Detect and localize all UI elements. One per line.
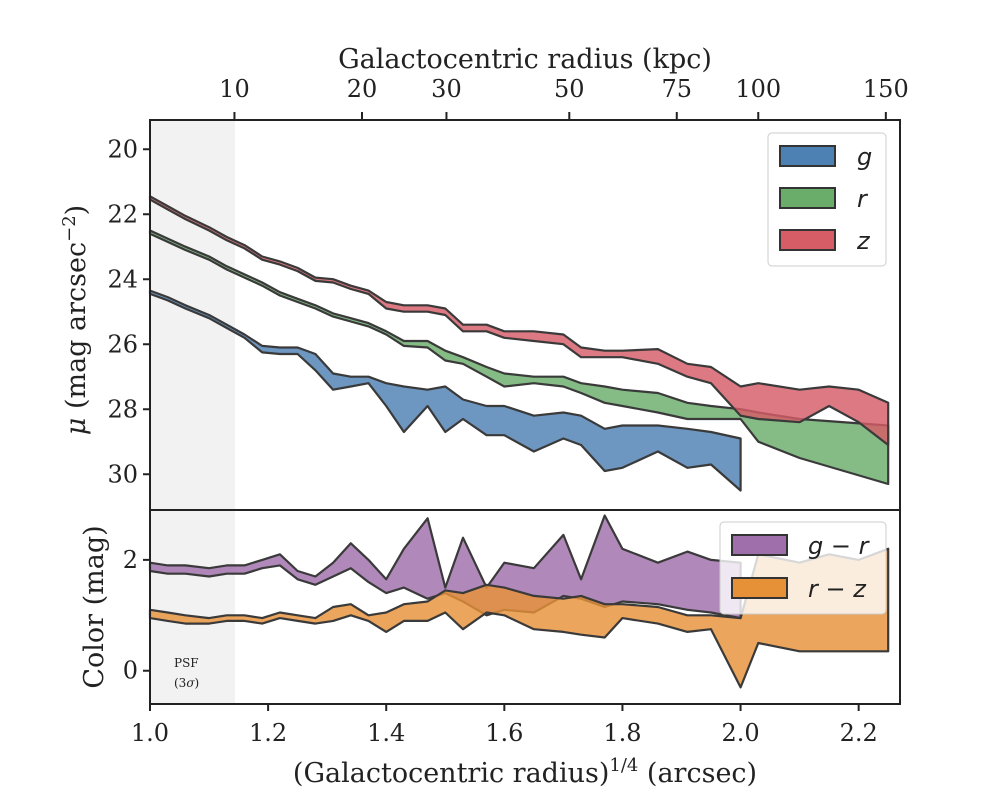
top-bands — [148, 195, 890, 492]
psf-note-close: ) — [195, 676, 200, 690]
legend-label-z: z — [856, 227, 871, 255]
bottom-x-tick-label: 1.4 — [367, 719, 405, 747]
xlabel-superscript: 1/4 — [609, 755, 638, 776]
bottom-x-tick-label: 1.2 — [249, 719, 287, 747]
ylabel-unit: (mag arcsec — [61, 242, 92, 418]
legend-swatch-g-r — [731, 534, 788, 556]
bottom-y-tick-label: 0 — [123, 657, 138, 685]
bottom-x-axis-label: (Galactocentric radius)1/4 (arcsec) — [293, 755, 757, 789]
legend-g-r-b: r — [859, 532, 871, 560]
legend-swatch-g — [779, 145, 836, 167]
top-y-ticks: 20 22 24 26 28 30 — [107, 135, 150, 488]
legend-swatch-z — [779, 229, 836, 251]
legend-label-r: r — [857, 185, 869, 213]
legend-swatch-r — [779, 187, 836, 209]
top-y-tick-label: 26 — [107, 330, 138, 358]
mu-symbol: μ — [61, 418, 92, 436]
xlabel-main: (Galactocentric radius) — [293, 758, 609, 789]
ylabel-close: ) — [61, 205, 92, 216]
legend-swatch-r-z — [731, 577, 788, 599]
series-g-band — [148, 289, 742, 492]
bottom-plot-frame — [149, 509, 901, 705]
top-axis-label: Galactocentric radius (kpc) — [338, 44, 712, 75]
top-y-tick-label: 22 — [107, 200, 138, 228]
legend-r-z-a: r — [808, 575, 820, 603]
series-r-band — [148, 229, 890, 486]
surface-brightness-panel: 20 22 24 26 28 30 10 20 30 50 75 100 150 Galactocen… — [59, 44, 909, 511]
top-y-tick-label: 24 — [107, 265, 138, 293]
legend-label-r-z: r − z — [808, 575, 867, 603]
bottom-x-tick-label: 2.0 — [721, 719, 759, 747]
xlabel-unit: (arcsec) — [638, 758, 757, 789]
top-x-tick-label: 150 — [863, 75, 909, 103]
bottom-bands — [148, 514, 890, 689]
top-y-axis-label: μ (mag arcsec−2) — [59, 205, 92, 435]
legend-g-r-a: g — [808, 532, 823, 560]
bottom-x-tick-label: 1.8 — [603, 719, 641, 747]
top-y-tick-label: 28 — [107, 395, 138, 423]
top-x-tick-label: 75 — [661, 75, 692, 103]
top-legend: g r z — [767, 132, 887, 267]
top-x-tick-label: 100 — [735, 75, 781, 103]
bottom-x-ticks: 1.0 1.2 1.4 1.6 1.8 2.0 2.2 — [131, 704, 878, 747]
psf-shade-top — [150, 120, 235, 510]
top-x-tick-label: 50 — [554, 75, 585, 103]
bottom-y-tick-label: 2 — [123, 546, 138, 574]
bottom-y-ticks: 02 — [123, 546, 150, 685]
top-x-ticks: 10 20 30 50 75 100 150 — [219, 75, 909, 120]
bottom-x-tick-label: 2.2 — [840, 719, 878, 747]
psf-shade-bottom — [150, 510, 235, 704]
top-y-tick-label: 30 — [107, 460, 138, 488]
bottom-y-axis-label: Color (mag) — [79, 525, 110, 688]
top-x-tick-label: 20 — [347, 75, 378, 103]
series-z-band — [148, 195, 890, 447]
top-y-tick-label: 20 — [107, 135, 138, 163]
top-x-tick-label: 10 — [219, 75, 250, 103]
legend-label-g: g — [857, 143, 872, 171]
psf-note-line1: PSF — [174, 656, 199, 670]
legend-r-z-b: z — [852, 575, 867, 603]
psf-note-line2: (3σ) — [174, 676, 199, 690]
legend-r-z-op: − — [818, 575, 853, 603]
psf-note-sigma: σ — [186, 676, 195, 690]
legend-label-g-r: g − r — [808, 532, 871, 560]
bottom-x-tick-label: 1.0 — [131, 719, 169, 747]
series-r-minus-z-band — [148, 547, 890, 689]
color-panel: 02 1.0 1.2 1.4 1.6 1.8 2.0 2.2 Color (mag) (Ga… — [79, 509, 901, 789]
psf-note-open: (3 — [174, 676, 186, 690]
ylabel-superscript: −2 — [59, 215, 80, 242]
bottom-legend: g − r r − z — [719, 521, 887, 615]
bottom-x-tick-label: 1.6 — [485, 719, 523, 747]
top-x-tick-label: 30 — [431, 75, 462, 103]
legend-g-r-op: − — [823, 532, 858, 560]
